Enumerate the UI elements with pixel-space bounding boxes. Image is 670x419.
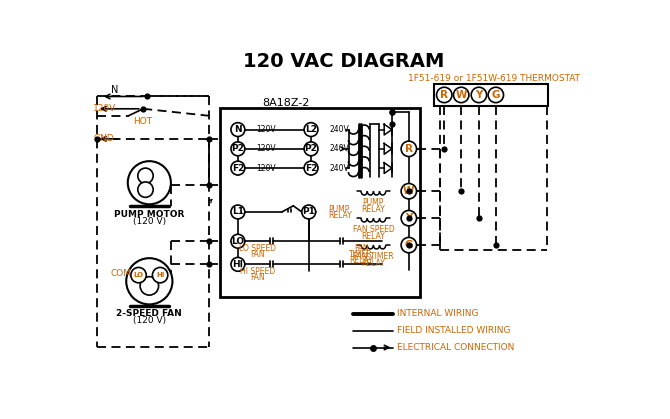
- Text: HI: HI: [156, 272, 164, 278]
- Circle shape: [128, 161, 171, 204]
- Text: 120 VAC DIAGRAM: 120 VAC DIAGRAM: [243, 52, 444, 71]
- Text: W: W: [403, 186, 415, 196]
- Text: RELAY: RELAY: [362, 232, 385, 241]
- Text: L2: L2: [305, 125, 317, 134]
- Text: W: W: [456, 90, 467, 100]
- Circle shape: [304, 142, 318, 156]
- Circle shape: [437, 87, 452, 103]
- Text: 120V: 120V: [257, 144, 276, 153]
- Text: R: R: [440, 90, 448, 100]
- Text: FAN TIMER: FAN TIMER: [353, 252, 394, 261]
- Text: L1: L1: [232, 207, 244, 217]
- Text: RELAY: RELAY: [362, 259, 385, 268]
- Circle shape: [231, 257, 245, 271]
- Text: 240V: 240V: [330, 163, 349, 173]
- Text: FIELD INSTALLED WIRING: FIELD INSTALLED WIRING: [397, 326, 511, 335]
- Text: N: N: [111, 85, 118, 95]
- Text: GND: GND: [93, 134, 114, 143]
- Circle shape: [401, 184, 417, 199]
- Circle shape: [138, 168, 153, 184]
- Text: HOT: HOT: [133, 117, 152, 127]
- Text: 2-SPEED FAN: 2-SPEED FAN: [117, 309, 182, 318]
- Circle shape: [401, 141, 417, 157]
- Text: FAN: FAN: [251, 273, 265, 282]
- Circle shape: [138, 182, 153, 197]
- Text: FAN: FAN: [354, 244, 368, 253]
- Text: G: G: [492, 90, 500, 100]
- Text: PUMP: PUMP: [362, 198, 384, 207]
- Text: RELAY: RELAY: [349, 256, 373, 265]
- Text: G: G: [405, 240, 413, 250]
- Circle shape: [231, 123, 245, 137]
- Circle shape: [471, 87, 486, 103]
- Circle shape: [140, 277, 159, 295]
- Text: 120V: 120V: [93, 103, 117, 113]
- Circle shape: [131, 267, 146, 283]
- Text: INTERNAL WIRING: INTERNAL WIRING: [397, 309, 479, 318]
- Text: (120 V): (120 V): [133, 316, 166, 325]
- Text: P2: P2: [231, 144, 245, 153]
- Text: (120 V): (120 V): [133, 217, 166, 226]
- Text: 240V: 240V: [330, 144, 349, 153]
- Circle shape: [231, 142, 245, 156]
- Text: P1: P1: [302, 207, 315, 217]
- Text: R: R: [405, 144, 413, 154]
- Circle shape: [152, 267, 168, 283]
- Text: HI: HI: [232, 260, 243, 269]
- Text: F2: F2: [305, 163, 317, 173]
- Text: N: N: [234, 125, 242, 134]
- Text: FAN SPEED: FAN SPEED: [352, 225, 394, 234]
- Circle shape: [401, 210, 417, 226]
- Text: FAN: FAN: [251, 250, 265, 259]
- Text: Y: Y: [475, 90, 482, 100]
- Circle shape: [401, 238, 417, 253]
- Text: 8A18Z-2: 8A18Z-2: [263, 98, 310, 108]
- Text: LO SPEED: LO SPEED: [239, 244, 277, 253]
- Circle shape: [231, 234, 245, 248]
- Text: PUMP: PUMP: [328, 205, 349, 214]
- Bar: [434, 84, 548, 106]
- Text: 120V: 120V: [257, 163, 276, 173]
- Text: PUMP MOTOR: PUMP MOTOR: [114, 210, 184, 219]
- Text: ELECTRICAL CONNECTION: ELECTRICAL CONNECTION: [397, 343, 515, 352]
- Text: P2: P2: [305, 144, 318, 153]
- Circle shape: [488, 87, 504, 103]
- Text: HI SPEED: HI SPEED: [241, 267, 275, 276]
- Text: COM: COM: [110, 269, 131, 278]
- Circle shape: [304, 161, 318, 175]
- Circle shape: [231, 205, 245, 219]
- Text: 240V: 240V: [330, 125, 349, 134]
- Circle shape: [454, 87, 469, 103]
- Circle shape: [302, 205, 316, 219]
- Text: F2: F2: [232, 163, 244, 173]
- Circle shape: [126, 258, 172, 304]
- Text: Y: Y: [405, 213, 413, 223]
- Text: RELAY: RELAY: [362, 205, 385, 214]
- Text: 1F51-619 or 1F51W-619 THERMOSTAT: 1F51-619 or 1F51W-619 THERMOSTAT: [407, 74, 580, 83]
- Circle shape: [304, 123, 318, 137]
- Bar: [220, 108, 420, 297]
- Circle shape: [231, 161, 245, 175]
- Text: TIMER: TIMER: [349, 250, 373, 259]
- Text: RELAY: RELAY: [328, 211, 352, 220]
- Text: LO: LO: [231, 237, 245, 246]
- Text: 120V: 120V: [257, 125, 276, 134]
- Text: LO: LO: [133, 272, 143, 278]
